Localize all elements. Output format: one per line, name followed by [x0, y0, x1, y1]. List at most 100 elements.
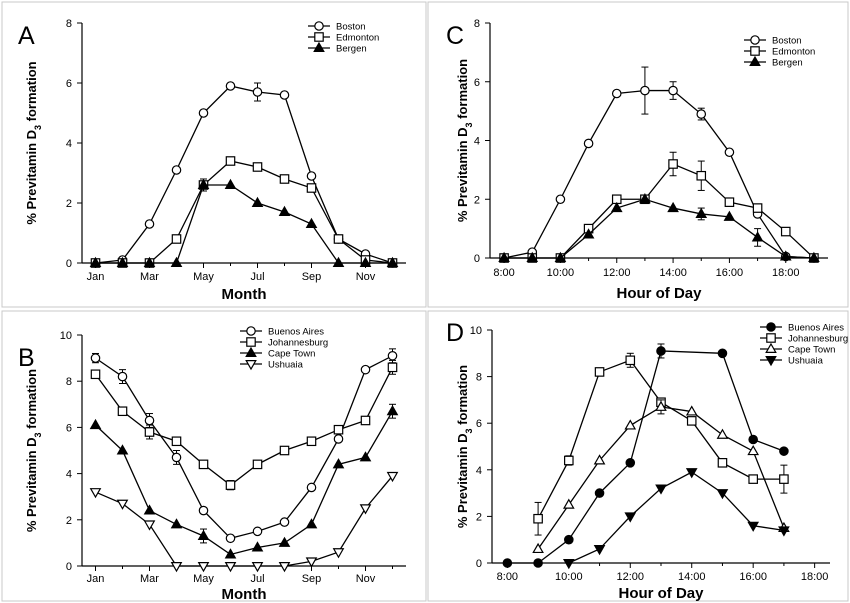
x-tick-label: 10:00 [547, 267, 575, 279]
data-point [359, 451, 372, 462]
x-tick-label: Jul [250, 573, 264, 585]
legend-marker [246, 337, 256, 347]
data-point [225, 480, 236, 490]
series-cape-town [89, 403, 399, 559]
data-point [554, 251, 567, 262]
data-point [197, 529, 210, 540]
data-point [224, 561, 237, 573]
legend-entry: Bergen [308, 41, 367, 55]
legend-label: Edmonton [336, 33, 379, 44]
legend-entry: Johannesburg [760, 333, 848, 345]
data-point [594, 367, 605, 377]
series-buenos-aires [90, 348, 398, 544]
y-tick-label: 0 [66, 561, 72, 573]
y-tick-label: 8 [474, 18, 480, 30]
series-line [503, 89, 814, 259]
data-point [305, 557, 318, 568]
data-point [197, 178, 210, 189]
series-boston [499, 66, 819, 263]
series-edmonton [90, 156, 398, 268]
legend-entry: Ushuaia [240, 360, 304, 371]
data-point [360, 364, 371, 375]
data-point [333, 234, 344, 244]
legend-marker [766, 333, 776, 343]
series-line [95, 184, 393, 264]
y-axis-label: % Previtamin D3 formation [24, 61, 43, 224]
series-bergen [498, 193, 820, 262]
data-point [171, 234, 182, 244]
legend-label: Edmonton [772, 47, 815, 58]
x-tick-label: May [193, 573, 214, 585]
legend-marker [314, 32, 324, 42]
legend-entry: Boston [308, 21, 366, 33]
data-point [685, 468, 698, 479]
data-point [668, 159, 678, 169]
data-point [332, 256, 345, 267]
data-point [502, 558, 513, 568]
series-line [95, 160, 393, 264]
data-point [171, 452, 182, 463]
legend-label: Johannesburg [268, 338, 328, 349]
data-point [171, 436, 182, 447]
legend-marker [313, 41, 325, 53]
data-point [656, 346, 666, 356]
data-point [197, 561, 210, 573]
legend-label: Bergen [336, 44, 367, 55]
data-point [332, 458, 345, 469]
chart-panel-b: B 0 2 4 6 8 10 Jan Mar May Jul Sep Nov Month % Previta… [18, 326, 406, 603]
data-point [780, 226, 791, 237]
y-tick-label: 6 [474, 77, 480, 89]
data-point [306, 183, 317, 193]
data-point [386, 256, 399, 267]
data-point [251, 541, 264, 552]
data-point [748, 434, 758, 445]
data-point [724, 197, 735, 207]
data-point [170, 256, 183, 267]
legend-label: Boston [336, 22, 366, 33]
x-tick-label: Sep [302, 271, 322, 283]
x-tick-label: 14:00 [678, 571, 706, 583]
data-point [751, 231, 764, 242]
x-tick-label: 8:00 [493, 267, 514, 279]
x-tick-label: 10:00 [555, 571, 583, 583]
y-tick-label: 8 [66, 18, 72, 30]
data-point [640, 85, 650, 96]
data-point [387, 350, 398, 361]
series-line [95, 85, 393, 264]
y-axis-label: % Previtamin D3 formation [455, 59, 474, 222]
x-tick-label: 16:00 [739, 571, 767, 583]
data-point [116, 256, 129, 267]
data-point [252, 87, 263, 97]
y-tick-label: 4 [66, 138, 72, 150]
data-point [624, 512, 637, 523]
x-axis-label: Hour of Day [618, 585, 704, 602]
data-point [639, 193, 651, 204]
data-point [583, 138, 594, 149]
y-tick-label: 8 [66, 376, 72, 388]
data-point [306, 436, 317, 447]
data-point [90, 369, 101, 380]
legend-marker [245, 346, 257, 357]
x-tick-label: Jul [250, 271, 264, 283]
y-tick-label: 2 [476, 511, 482, 523]
y-tick-label: 2 [66, 515, 72, 527]
data-point [252, 526, 263, 537]
x-tick-label: Sep [302, 573, 322, 585]
data-point [144, 427, 155, 437]
legend-marker [750, 35, 760, 45]
data-point [279, 90, 290, 100]
x-tick-label: 12:00 [617, 571, 645, 583]
data-point [386, 405, 399, 416]
panel-frame [427, 1, 849, 308]
data-point [252, 162, 263, 172]
data-point [716, 489, 729, 500]
data-point [655, 484, 667, 495]
legend-marker [314, 21, 324, 31]
data-point [724, 147, 735, 158]
data-point [117, 371, 128, 382]
data-point [251, 196, 264, 207]
series-line [94, 367, 394, 486]
series-line [95, 355, 393, 540]
x-tick-label: 12:00 [603, 267, 631, 279]
series-ushuaia [562, 468, 790, 570]
